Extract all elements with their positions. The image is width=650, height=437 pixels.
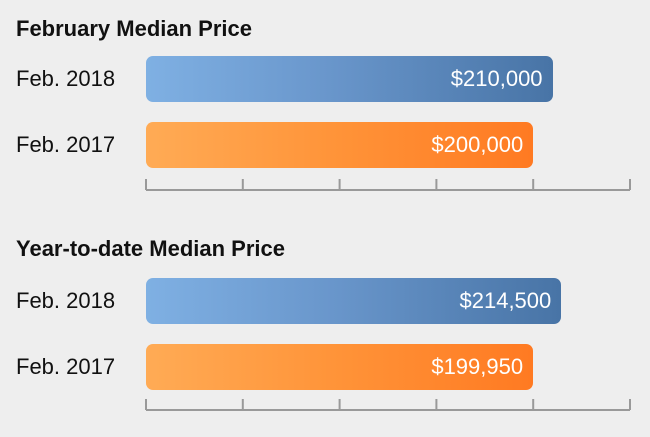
bar-value-label: $210,000 (450, 66, 543, 91)
category-label-feb-2018: Feb. 2018 (16, 288, 116, 313)
category-label-feb-2017: Feb. 2017 (16, 354, 116, 379)
bar-value-label: $199,950 (431, 354, 524, 379)
bar-feb-2018: $210,000 (146, 56, 553, 102)
chart-title: February Median Price (16, 16, 252, 41)
bar-feb-2017: $200,000 (146, 122, 534, 168)
year-to-date-median-price-chart: Year-to-date Median Price Feb. 2018 $214… (0, 220, 650, 430)
category-label-feb-2018: Feb. 2018 (16, 66, 116, 91)
february-median-price-chart: February Median Price Feb. 2018 $210,000… (0, 0, 650, 210)
bar-value-label: $200,000 (431, 132, 524, 157)
category-label-feb-2017: Feb. 2017 (16, 132, 116, 157)
bar-value-label: $214,500 (459, 288, 552, 313)
bar-feb-2017: $199,950 (146, 344, 534, 390)
chart-title: Year-to-date Median Price (16, 236, 285, 261)
bar-feb-2018: $214,500 (146, 278, 562, 324)
